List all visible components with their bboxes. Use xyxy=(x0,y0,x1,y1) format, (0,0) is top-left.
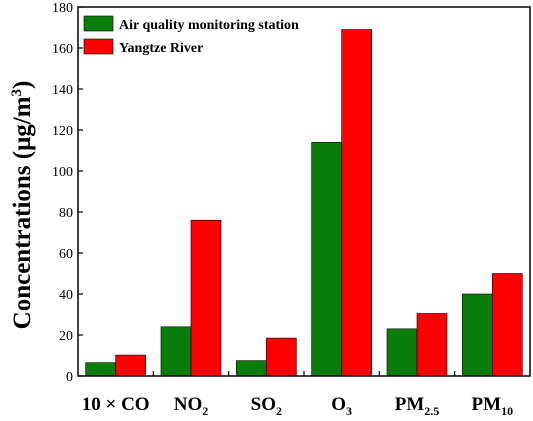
y-tick-label: 100 xyxy=(52,165,73,180)
bar-o3-series-1 xyxy=(311,142,342,377)
plot-frame xyxy=(77,6,531,377)
y-tick-label: 80 xyxy=(59,206,73,221)
y-axis-label-superscript: 3 xyxy=(9,89,25,97)
bars-layer xyxy=(85,29,523,377)
bar-pm25-series-1 xyxy=(386,328,418,377)
bar-no2-series-1 xyxy=(160,326,192,377)
y-tick-label: 140 xyxy=(52,83,73,98)
x-tick-label-pm10: PM10 xyxy=(472,394,514,418)
y-tick-label: 120 xyxy=(52,124,73,139)
legend-label-series-1: Air quality monitoring station xyxy=(119,18,299,33)
y-tick-label: 60 xyxy=(59,247,73,262)
y-tick-label: 160 xyxy=(52,42,73,57)
bar-co-series-1 xyxy=(85,362,116,377)
y-axis-label-text: Concentrations (μg/m xyxy=(9,96,36,329)
bar-so2-series-2 xyxy=(266,337,297,377)
x-tick-label-so2: SO2 xyxy=(251,394,282,418)
bar-pm10-series-2 xyxy=(492,273,523,377)
bar-o3-series-2 xyxy=(341,29,372,377)
legend-swatch-series-1 xyxy=(83,15,114,32)
x-tick-label-co: 10 × CO xyxy=(82,394,150,415)
y-axis-label-close: ) xyxy=(9,81,36,89)
legend: Air quality monitoring station Yangtze Ri… xyxy=(83,15,299,56)
y-tick-label: 0 xyxy=(66,370,73,385)
x-tick-label-o3: O3 xyxy=(331,394,352,418)
bar-so2-series-1 xyxy=(236,360,267,377)
bar-no2-series-2 xyxy=(190,219,222,377)
x-tick-label-pm25: PM2.5 xyxy=(395,394,440,418)
y-tick-label: 40 xyxy=(59,288,73,303)
x-tick-label-no2: NO2 xyxy=(174,394,209,418)
y-tick-label: 180 xyxy=(52,1,73,16)
y-tick-label: 20 xyxy=(59,329,73,344)
legend-label-series-2: Yangtze River xyxy=(119,41,203,56)
x-axis-ticks: 10 × CO NO2 SO2 O3 PM2.5 PM10 xyxy=(82,371,513,418)
bar-pm10-series-1 xyxy=(462,293,493,377)
y-axis-label: Concentrations (μg/m3) xyxy=(9,81,36,330)
legend-swatch-series-2 xyxy=(83,38,114,55)
bar-pm25-series-2 xyxy=(416,313,448,377)
bar-co-series-2 xyxy=(115,354,146,377)
svg-text:Concentrations (μg/m3): Concentrations (μg/m3) xyxy=(9,81,36,330)
